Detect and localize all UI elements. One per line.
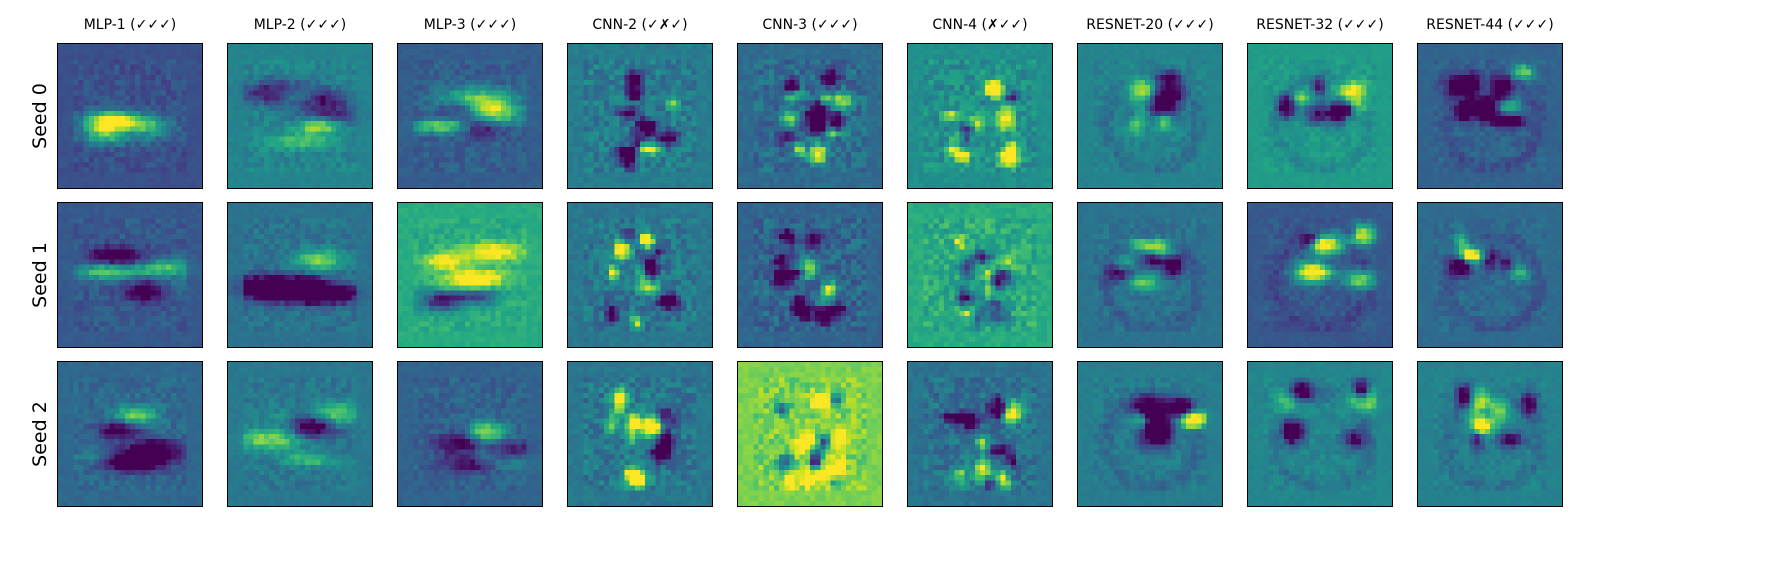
- heatmap-image: [568, 203, 712, 347]
- heatmap-panel: [57, 43, 203, 189]
- row-label-text: Seed 2: [29, 401, 52, 467]
- heatmap-image: [228, 203, 372, 347]
- column-title: RESNET-32 (✓✓✓): [1256, 17, 1384, 33]
- heatmap-panel: [907, 361, 1053, 507]
- heatmap-panel: [1077, 43, 1223, 189]
- heatmap-image: [908, 44, 1052, 188]
- heatmap-panel: [1417, 43, 1563, 189]
- heatmap-image: [568, 44, 712, 188]
- heatmap-image: [398, 44, 542, 188]
- column-title: CNN-4 (✗✓✓): [932, 17, 1028, 33]
- column-title: CNN-2 (✓✗✓): [592, 17, 688, 33]
- heatmap-image: [1248, 362, 1392, 506]
- row-label-text: Seed 0: [29, 83, 52, 149]
- heatmap-panel: [737, 202, 883, 348]
- heatmap-image: [1078, 44, 1222, 188]
- heatmap-image: [228, 44, 372, 188]
- heatmap-panel: [1247, 43, 1393, 189]
- column-title: MLP-3 (✓✓✓): [423, 17, 517, 33]
- heatmap-image: [1418, 203, 1562, 347]
- heatmap-panel: [1417, 202, 1563, 348]
- heatmap-image: [1248, 203, 1392, 347]
- heatmap-image: [1248, 44, 1392, 188]
- column-title: CNN-3 (✓✓✓): [762, 17, 858, 33]
- heatmap-image: [738, 362, 882, 506]
- heatmap-panel: [1417, 361, 1563, 507]
- heatmap-image: [398, 203, 542, 347]
- heatmap-image: [398, 362, 542, 506]
- heatmap-image: [908, 362, 1052, 506]
- heatmap-image: [1418, 44, 1562, 188]
- heatmap-image: [568, 362, 712, 506]
- heatmap-image: [1078, 362, 1222, 506]
- heatmap-panel: [397, 202, 543, 348]
- heatmap-panel: [1247, 202, 1393, 348]
- heatmap-panel: [227, 361, 373, 507]
- heatmap-panel: [227, 43, 373, 189]
- row-label: Seed 2: [29, 361, 52, 507]
- heatmap-image: [738, 44, 882, 188]
- heatmap-image: [908, 203, 1052, 347]
- column-title: MLP-1 (✓✓✓): [83, 17, 177, 33]
- column-title: RESNET-20 (✓✓✓): [1086, 17, 1214, 33]
- heatmap-panel: [567, 43, 713, 189]
- heatmap-panel: [567, 361, 713, 507]
- heatmap-image: [58, 362, 202, 506]
- heatmap-image: [738, 203, 882, 347]
- heatmap-image: [1418, 362, 1562, 506]
- column-title: MLP-2 (✓✓✓): [253, 17, 347, 33]
- heatmap-panel: [397, 43, 543, 189]
- heatmap-panel: [567, 202, 713, 348]
- row-label: Seed 1: [29, 202, 52, 348]
- heatmap-panel: [907, 202, 1053, 348]
- heatmap-image: [1078, 203, 1222, 347]
- heatmap-image: [58, 203, 202, 347]
- heatmap-panel: [227, 202, 373, 348]
- heatmap-panel: [907, 43, 1053, 189]
- heatmap-panel: [1077, 202, 1223, 348]
- heatmap-image: [228, 362, 372, 506]
- column-title: RESNET-44 (✓✓✓): [1426, 17, 1554, 33]
- heatmap-panel: [737, 361, 883, 507]
- row-label: Seed 0: [29, 43, 52, 189]
- heatmap-panel: [57, 202, 203, 348]
- row-label-text: Seed 1: [29, 242, 52, 308]
- heatmap-panel: [57, 361, 203, 507]
- heatmap-image: [58, 44, 202, 188]
- heatmap-panel: [737, 43, 883, 189]
- heatmap-panel: [397, 361, 543, 507]
- heatmap-panel: [1247, 361, 1393, 507]
- heatmap-panel: [1077, 361, 1223, 507]
